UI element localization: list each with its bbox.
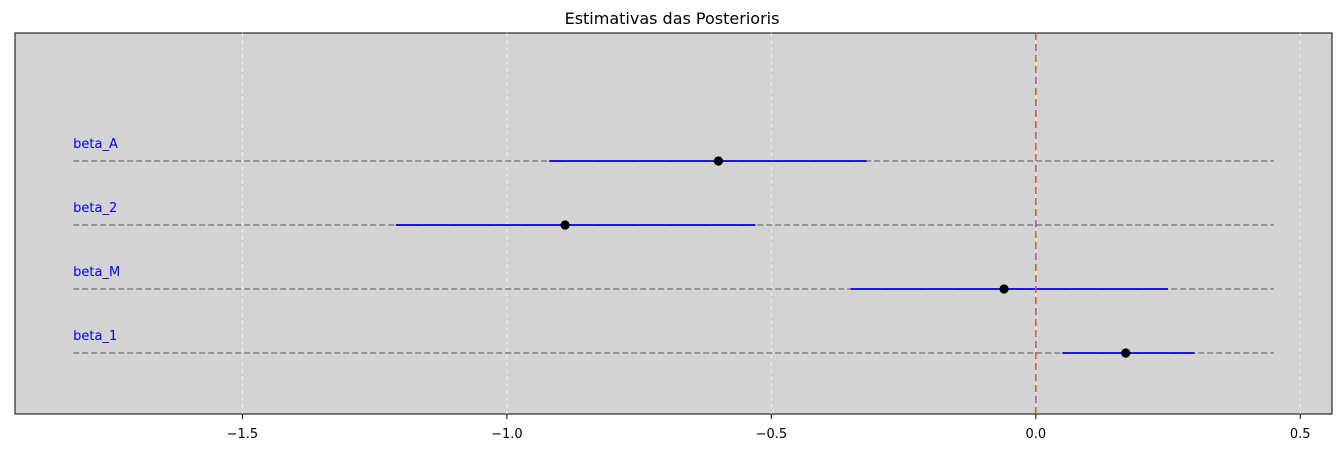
x-tick-label: −1.0 [491,427,523,442]
parameter-row: beta_A [73,137,1274,166]
grid-lines [241,33,1301,414]
x-axis: −1.5 −1.0 −0.5 0.0 0.5 [227,414,1311,442]
posterior-mean-point [560,220,570,230]
x-tick-label: 0.5 [1290,427,1311,442]
parameter-label: beta_1 [73,329,117,344]
chart-title: Estimativas das Posterioris [565,9,780,28]
posterior-mean-point [999,284,1009,294]
x-tick-label: −1.5 [227,427,259,442]
parameter-label: beta_M [73,265,120,280]
parameter-row: beta_M [73,265,1274,294]
x-tick-label: −0.5 [756,427,788,442]
parameter-row: beta_1 [73,329,1274,358]
x-tick-label: 0.0 [1025,427,1046,442]
parameter-row: beta_2 [73,201,1274,230]
posterior-mean-point [1121,348,1131,358]
parameter-label: beta_2 [73,201,117,216]
parameter-rows: beta_A beta_2 beta_M beta_1 [73,137,1274,358]
parameter-label: beta_A [73,137,118,152]
plot-area [14,32,1333,415]
posterior-mean-point [713,156,724,166]
